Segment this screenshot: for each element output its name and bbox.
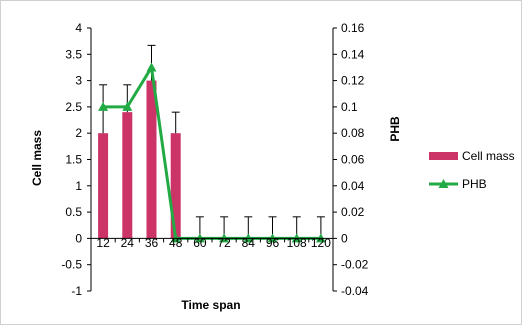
- x-tick-label: 36: [145, 236, 159, 250]
- bar: [146, 80, 157, 239]
- bar-series-cell-mass: [98, 80, 181, 239]
- y2-tick-label: 0.02: [341, 205, 365, 219]
- x-tick-label: 108: [287, 236, 307, 250]
- phb-point: [98, 101, 109, 111]
- y-tick-label: -0.5: [61, 258, 82, 272]
- y-tick-label: 0.5: [65, 205, 82, 219]
- y2-tick-label: 0.04: [341, 179, 365, 193]
- phb-point: [146, 62, 157, 72]
- bar: [170, 133, 181, 239]
- y2-tick-label: 0.08: [341, 126, 365, 140]
- x-axis-title: Time span: [181, 298, 240, 312]
- axes: [87, 27, 337, 292]
- y-tick-label: 2: [75, 126, 82, 140]
- error-bars: [99, 44, 325, 239]
- legend-marker-phb: [438, 179, 449, 188]
- y2-tick-label: 0: [341, 231, 348, 245]
- y2-tick-label: -0.04: [341, 284, 369, 298]
- y-tick-label: 4: [75, 21, 82, 35]
- y2-tick-label: -0.02: [341, 258, 369, 272]
- x-tick-label: 24: [121, 236, 135, 250]
- legend-label-phb: PHB: [462, 177, 487, 191]
- phb-point: [122, 101, 133, 111]
- y2-tick-label: 0.06: [341, 153, 365, 167]
- x-tick-label: 96: [266, 236, 280, 250]
- y-tick-label: 0: [75, 231, 82, 245]
- y-tick-label: 1.5: [65, 153, 82, 167]
- x-tick-label: 72: [217, 236, 231, 250]
- x-tick-label: 60: [193, 236, 207, 250]
- y2-axis-title: PHB: [388, 116, 402, 142]
- y2-tick-label: 0.1: [341, 100, 358, 114]
- y2-tick-label: 0.16: [341, 21, 365, 35]
- x-tick-label: 84: [242, 236, 256, 250]
- tick-labels: -1 -0.5 0 0.5 1 1.5 2 2.5 3 3.5 4 -0.04 -0.02 0 0.02 0.…: [61, 21, 368, 298]
- legend: Cell mass PHB: [429, 149, 515, 191]
- y-tick-label: 2.5: [65, 100, 82, 114]
- bar: [122, 112, 133, 239]
- y-tick-label: 1: [75, 179, 82, 193]
- legend-label-cell-mass: Cell mass: [462, 149, 515, 163]
- x-tick-label: 12: [96, 236, 110, 250]
- phb-line: [103, 65, 321, 240]
- y-tick-label: 3.5: [65, 47, 82, 61]
- y2-tick-label: 0.14: [341, 47, 365, 61]
- y2-tick-label: 0.12: [341, 74, 365, 88]
- x-tick-label: 48: [169, 236, 183, 250]
- y-tick-label: -1: [71, 284, 82, 298]
- x-tick-label: 120: [311, 236, 331, 250]
- y-tick-label: 3: [75, 74, 82, 88]
- bar: [98, 133, 109, 239]
- legend-swatch-cell-mass: [429, 152, 458, 160]
- y-axis-title: Cell mass: [30, 130, 44, 186]
